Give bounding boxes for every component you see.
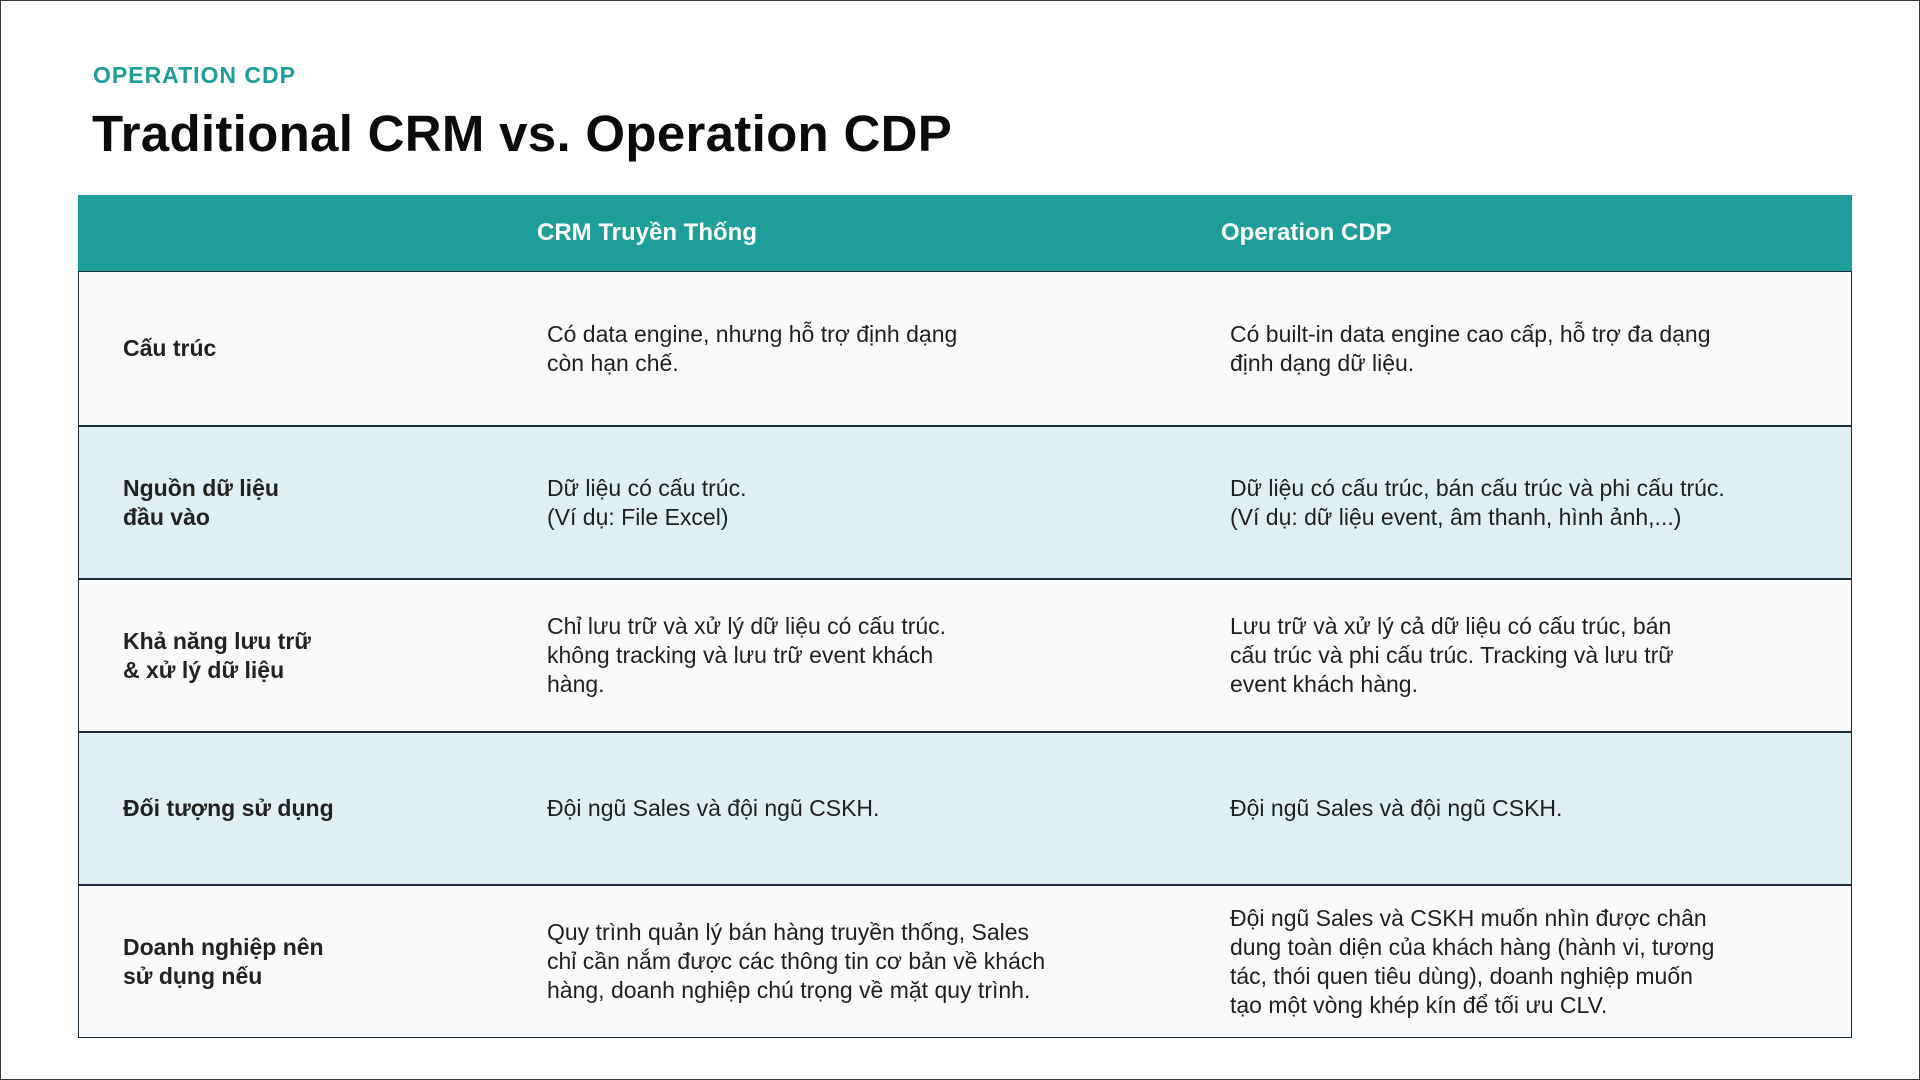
- crm-cell: Đội ngũ Sales và đội ngũ CSKH.: [547, 733, 1147, 884]
- cdp-cell-text: Có built-in data engine cao cấp, hỗ trợ …: [1230, 320, 1711, 376]
- crm-cell-text: Dữ liệu có cấu trúc. (Ví dụ: File Excel): [547, 474, 747, 530]
- row-label-text: Khả năng lưu trữ & xử lý dữ liệu: [123, 627, 311, 683]
- cdp-cell-text: Dữ liệu có cấu trúc, bán cấu trúc và phi…: [1230, 474, 1725, 530]
- cdp-cell: Đội ngũ Sales và đội ngũ CSKH.: [1230, 733, 1820, 884]
- crm-cell: Chỉ lưu trữ và xử lý dữ liệu có cấu trúc…: [547, 580, 1147, 731]
- comparison-table: CRM Truyền Thống Operation CDP Cấu trúc …: [78, 195, 1852, 1039]
- cdp-cell-text: Đội ngũ Sales và đội ngũ CSKH.: [1230, 795, 1563, 821]
- crm-cell: Dữ liệu có cấu trúc. (Ví dụ: File Excel): [547, 427, 1147, 578]
- table-body: Cấu trúc Có data engine, nhưng hỗ trợ đị…: [78, 271, 1852, 1038]
- crm-cell: Có data engine, nhưng hỗ trợ định dạng c…: [547, 272, 1147, 425]
- header-crm-column: CRM Truyền Thống: [537, 219, 757, 246]
- row-label: Khả năng lưu trữ & xử lý dữ liệu: [123, 580, 423, 731]
- row-label: Nguồn dữ liệu đầu vào: [123, 427, 423, 578]
- table-row-structure: Cấu trúc Có data engine, nhưng hỗ trợ đị…: [79, 272, 1851, 425]
- cdp-cell-text: Đội ngũ Sales và CSKH muốn nhìn được châ…: [1230, 904, 1715, 1018]
- crm-cell-text: Chỉ lưu trữ và xử lý dữ liệu có cấu trúc…: [547, 613, 947, 697]
- cdp-cell: Có built-in data engine cao cấp, hỗ trợ …: [1230, 272, 1820, 425]
- crm-cell-text: Có data engine, nhưng hỗ trợ định dạng c…: [547, 320, 958, 376]
- table-header: CRM Truyền Thống Operation CDP: [78, 195, 1852, 271]
- row-label-text: Nguồn dữ liệu đầu vào: [123, 474, 279, 530]
- row-label-text: Đối tượng sử dụng: [123, 795, 334, 821]
- crm-cell-text: Đội ngũ Sales và đội ngũ CSKH.: [547, 795, 880, 821]
- page-title: Traditional CRM vs. Operation CDP: [92, 105, 953, 162]
- table-row-use-case: Doanh nghiệp nên sử dụng nếu Quy trình q…: [79, 884, 1851, 1037]
- cdp-cell: Đội ngũ Sales và CSKH muốn nhìn được châ…: [1230, 886, 1820, 1037]
- table-row-users: Đối tượng sử dụng Đội ngũ Sales và đội n…: [79, 731, 1851, 884]
- row-label: Đối tượng sử dụng: [123, 733, 423, 884]
- cdp-cell: Dữ liệu có cấu trúc, bán cấu trúc và phi…: [1230, 427, 1820, 578]
- cdp-cell-text: Lưu trữ và xử lý cả dữ liệu có cấu trúc,…: [1230, 613, 1674, 697]
- crm-cell-text: Quy trình quản lý bán hàng truyền thống,…: [547, 919, 1046, 1003]
- cdp-cell: Lưu trữ và xử lý cả dữ liệu có cấu trúc,…: [1230, 580, 1820, 731]
- crm-cell: Quy trình quản lý bán hàng truyền thống,…: [547, 886, 1147, 1037]
- table-row-storage: Khả năng lưu trữ & xử lý dữ liệu Chỉ lưu…: [79, 578, 1851, 731]
- row-label-text: Doanh nghiệp nên sử dụng nếu: [123, 933, 324, 989]
- header-cdp-column: Operation CDP: [1221, 219, 1392, 246]
- row-label: Cấu trúc: [123, 272, 423, 425]
- row-label-text: Cấu trúc: [123, 335, 217, 361]
- row-label: Doanh nghiệp nên sử dụng nếu: [123, 886, 423, 1037]
- section-eyebrow: OPERATION CDP: [93, 62, 296, 88]
- table-row-data-source: Nguồn dữ liệu đầu vào Dữ liệu có cấu trú…: [79, 425, 1851, 578]
